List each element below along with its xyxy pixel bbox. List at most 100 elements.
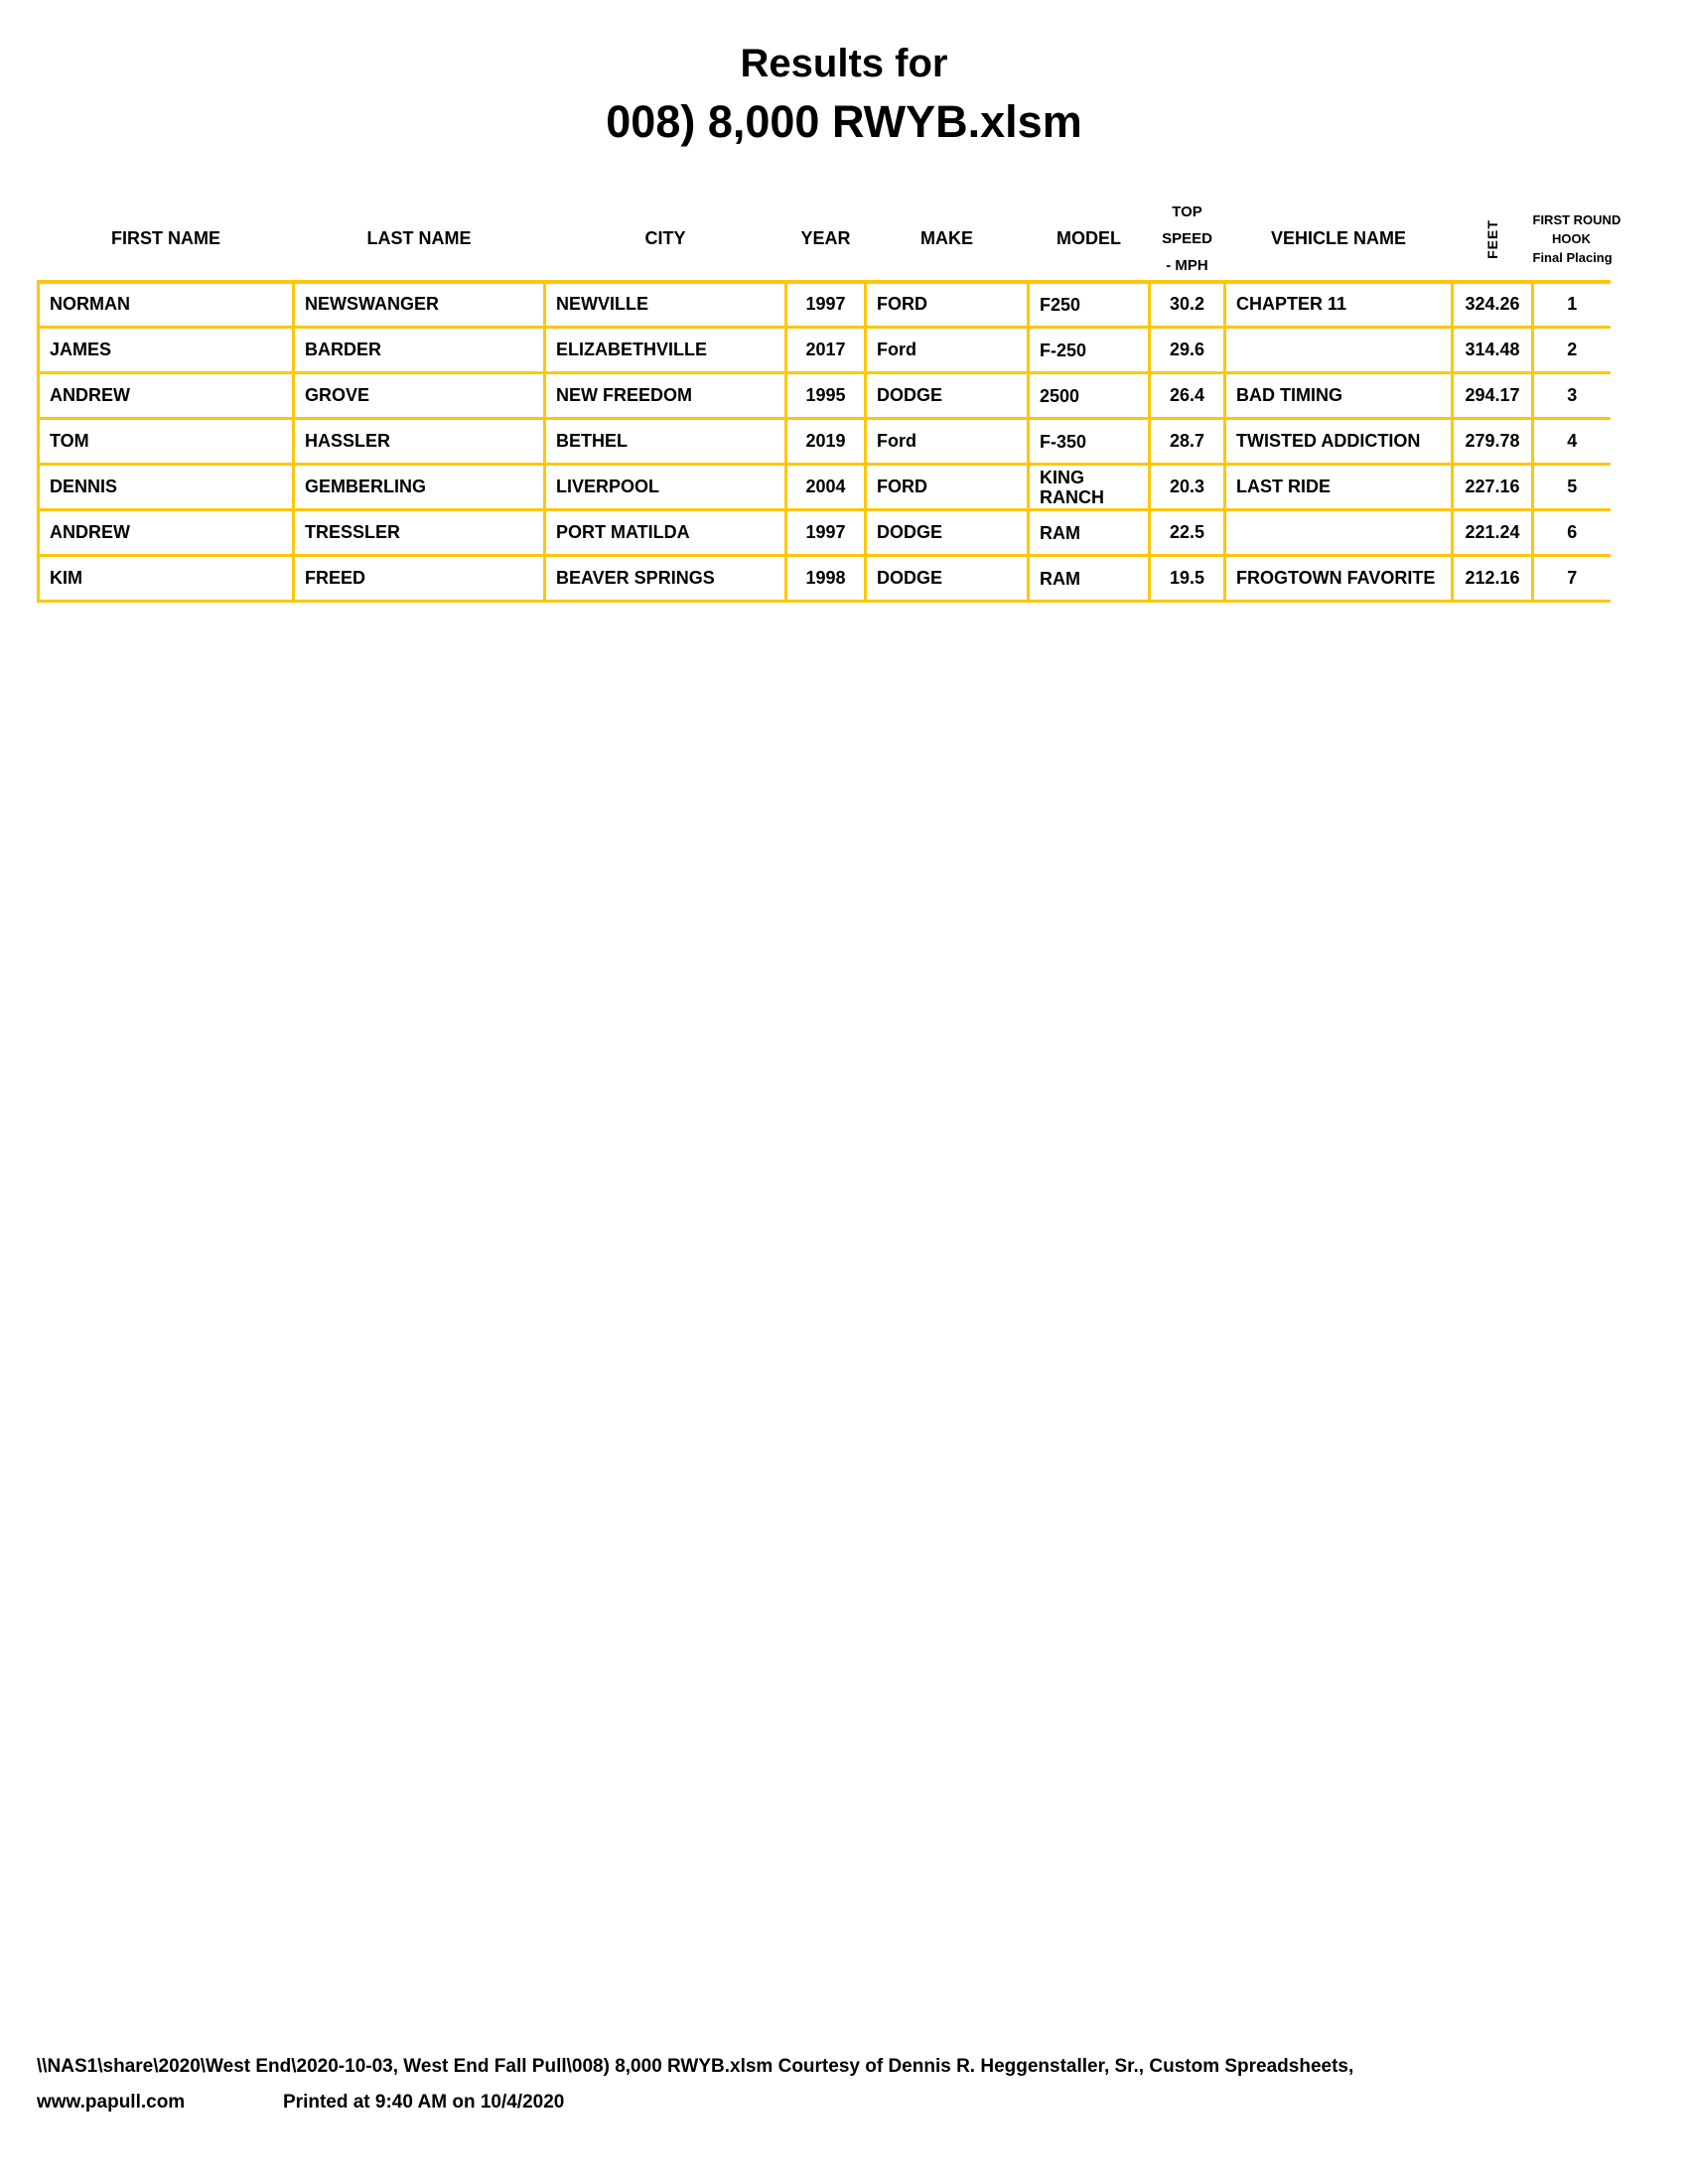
column-header-last-name: LAST NAME	[366, 228, 472, 248]
cell-city: BETHEL	[543, 417, 787, 466]
column-header-first-round-hook: FIRST ROUND HOOK Final Placing	[1532, 199, 1621, 282]
table-row: TOM HASSLER BETHEL 2019 Ford F-350 28.7 TWISTED…	[37, 417, 1611, 466]
cell-top-speed: 19.5	[1148, 554, 1226, 603]
cell-last-name: FREED	[292, 554, 546, 603]
footer-website: www.papull.com	[37, 2092, 186, 2113]
cell-model: KING RANCH	[1027, 463, 1151, 511]
column-header-make: MAKE	[920, 228, 973, 248]
cell-placing: 5	[1531, 463, 1611, 511]
top-speed-header-line: SPEED	[1162, 230, 1212, 247]
cell-model: F-350	[1027, 417, 1151, 466]
cell-make: DODGE	[864, 371, 1030, 420]
table-row: ANDREW GROVE NEW FREEDOM 1995 DODGE 2500 26.4 B…	[37, 371, 1611, 420]
cell-placing: 7	[1531, 554, 1611, 603]
cell-year: 2017	[784, 326, 867, 374]
cell-model: 2500	[1027, 371, 1151, 420]
cell-last-name: TRESSLER	[292, 508, 546, 557]
cell-year: 2019	[784, 417, 867, 466]
cell-model: RAM	[1027, 554, 1151, 603]
cell-last-name: GEMBERLING	[292, 463, 546, 511]
cell-vehicle-name: FROGTOWN FAVORITE	[1223, 554, 1454, 603]
cell-last-name: NEWSWANGER	[292, 279, 546, 329]
cell-vehicle-name	[1223, 326, 1454, 374]
cell-first-name: ANDREW	[37, 508, 295, 557]
title-line-2: 008) 8,000 RWYB.xlsm	[606, 96, 1082, 147]
results-table: FIRST NAME LAST NAME CITY YEAR MAKE MODE…	[37, 199, 1621, 603]
column-header-vehicle-name: VEHICLE NAME	[1270, 228, 1406, 248]
cell-first-name: NORMAN	[37, 279, 295, 329]
cell-vehicle-name: BAD TIMING	[1223, 371, 1454, 420]
cell-make: FORD	[864, 463, 1030, 511]
column-header-city: CITY	[644, 228, 686, 248]
cell-year: 2004	[784, 463, 867, 511]
table-row: DENNIS GEMBERLING LIVERPOOL 2004 FORD KING RA…	[37, 463, 1611, 511]
cell-top-speed: 26.4	[1148, 371, 1226, 420]
cell-vehicle-name: TWISTED ADDICTION	[1223, 417, 1454, 466]
cell-model: F-250	[1027, 326, 1151, 374]
cell-first-name: JAMES	[37, 326, 295, 374]
cell-vehicle-name	[1223, 508, 1454, 557]
cell-year: 1997	[784, 279, 867, 329]
report-footer: \\NAS1\share\2020\West End\2020-10-03, W…	[37, 2049, 1353, 2120]
column-header-year: YEAR	[800, 228, 851, 248]
cell-top-speed: 29.6	[1148, 326, 1226, 374]
cell-feet: 279.78	[1451, 417, 1534, 466]
table-row: KIM FREED BEAVER SPRINGS 1998 DODGE RAM 19.5 FR…	[37, 554, 1611, 603]
table-row: JAMES BARDER ELIZABETHVILLE 2017 Ford F-250 29…	[37, 326, 1611, 374]
cell-placing: 6	[1531, 508, 1611, 557]
cell-year: 1997	[784, 508, 867, 557]
cell-placing: 3	[1531, 371, 1611, 420]
column-header-first-name: FIRST NAME	[111, 228, 220, 248]
table-row: NORMAN NEWSWANGER NEWVILLE 1997 FORD F250 30.2…	[37, 279, 1611, 329]
header-row: FIRST NAME LAST NAME CITY YEAR MAKE MODE…	[39, 199, 1621, 282]
cell-feet: 294.17	[1451, 371, 1534, 420]
results-table-body: NORMAN NEWSWANGER NEWVILLE 1997 FORD F250 30.2…	[37, 279, 1611, 603]
cell-last-name: GROVE	[292, 371, 546, 420]
cell-feet: 221.24	[1451, 508, 1534, 557]
column-header-top-speed: TOP SPEED - MPH	[1150, 199, 1225, 282]
cell-placing: 1	[1531, 279, 1611, 329]
column-header-model: MODEL	[1056, 228, 1121, 248]
footer-printed-at: Printed at 9:40 AM on 10/4/2020	[283, 2092, 565, 2113]
cell-city: ELIZABETHVILLE	[543, 326, 787, 374]
cell-feet: 227.16	[1451, 463, 1534, 511]
cell-make: Ford	[864, 417, 1030, 466]
title-line-1: Results for	[740, 42, 948, 85]
top-speed-header-line: - MPH	[1166, 257, 1208, 274]
cell-year: 1998	[784, 554, 867, 603]
placing-header-line: Final Placing	[1532, 250, 1613, 265]
top-speed-header-line: TOP	[1172, 204, 1202, 220]
cell-top-speed: 28.7	[1148, 417, 1226, 466]
report-title: Results for 008) 8,000 RWYB.xlsm	[0, 0, 1688, 147]
cell-first-name: DENNIS	[37, 463, 295, 511]
placing-header-line: FIRST ROUND	[1532, 212, 1621, 227]
footer-print-line: www.papull.com Printed at 9:40 AM on 10/4…	[37, 2085, 1353, 2120]
cell-top-speed: 22.5	[1148, 508, 1226, 557]
cell-city: NEWVILLE	[543, 279, 787, 329]
cell-city: NEW FREEDOM	[543, 371, 787, 420]
cell-last-name: BARDER	[292, 326, 546, 374]
cell-make: FORD	[864, 279, 1030, 329]
feet-rotated-label: FEET	[1484, 219, 1500, 259]
cell-last-name: HASSLER	[292, 417, 546, 466]
cell-feet: 314.48	[1451, 326, 1534, 374]
cell-city: LIVERPOOL	[543, 463, 787, 511]
cell-year: 1995	[784, 371, 867, 420]
cell-placing: 4	[1531, 417, 1611, 466]
cell-feet: 212.16	[1451, 554, 1534, 603]
cell-vehicle-name: CHAPTER 11	[1223, 279, 1454, 329]
cell-city: PORT MATILDA	[543, 508, 787, 557]
column-header-feet: FEET	[1453, 199, 1533, 282]
cell-placing: 2	[1531, 326, 1611, 374]
cell-top-speed: 30.2	[1148, 279, 1226, 329]
cell-model: F250	[1027, 279, 1151, 329]
cell-make: DODGE	[864, 508, 1030, 557]
cell-make: Ford	[864, 326, 1030, 374]
results-table-header: FIRST NAME LAST NAME CITY YEAR MAKE MODE…	[39, 199, 1621, 282]
cell-first-name: ANDREW	[37, 371, 295, 420]
footer-file-path-line: \\NAS1\share\2020\West End\2020-10-03, W…	[37, 2056, 1354, 2077]
placing-header-line: HOOK	[1552, 231, 1591, 246]
cell-top-speed: 20.3	[1148, 463, 1226, 511]
cell-first-name: TOM	[37, 417, 295, 466]
